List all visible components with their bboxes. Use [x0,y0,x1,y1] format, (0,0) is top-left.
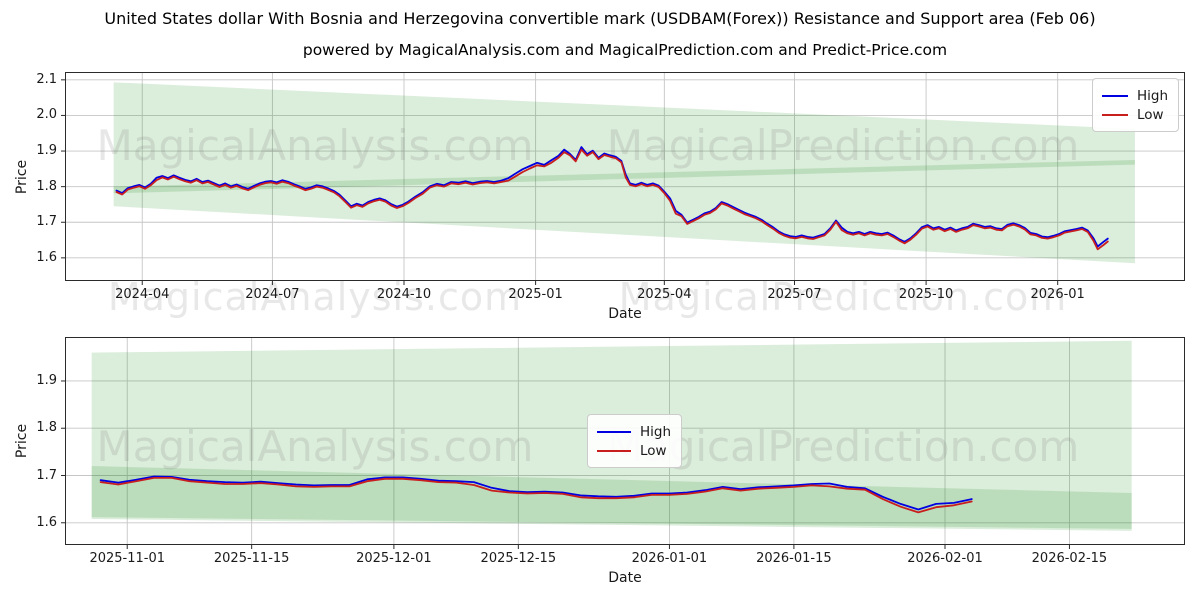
y-tick-label: 1.9 [36,372,57,388]
legend-label-low: Low [640,442,667,459]
watermark-magicalprediction: MagicalPrediction.com [607,121,1080,170]
y-tick-label: 1.6 [36,249,57,265]
x-tick-label: 2026-02-01 [907,551,983,566]
y-tick-label: 1.7 [36,467,57,483]
legend-label-high: High [1137,87,1169,104]
watermark-magicalanalysis: MagicalAnalysis.com [107,275,523,319]
chart-title: United States dollar With Bosnia and Her… [104,9,1096,28]
x-tick-label: 2026-01-15 [756,551,832,566]
x-tick-label: 2025-04 [637,287,692,302]
x-tick-label: 2024-10 [376,287,432,302]
x-axis-label: Date [608,306,642,322]
y-axis-label: Price [14,159,30,194]
y-tick-label: 1.9 [36,143,57,159]
low-line-sample [597,449,631,452]
axes-spines [65,337,1185,545]
y-tick-label: 1.7 [36,214,57,230]
legend-entry-high: High [1102,86,1168,105]
x-tick-label: 2025-12-15 [480,551,557,566]
y-axis-label: Price [14,423,30,459]
high-line-sample [1102,94,1128,97]
support-area-band [113,159,1135,264]
legend-entry-low: Low [597,441,671,460]
x-tick-label: 2026-02-15 [1031,551,1108,566]
low-line-path [99,476,973,514]
chart-subtitle: powered by MagicalAnalysis.com and Magic… [302,41,948,59]
y-tick-label: 1.8 [36,178,57,194]
x-tick-label: 2025-01 [508,287,563,302]
high-line-path [99,475,973,511]
resistance-area-band [113,82,1135,194]
y-tick-label: 1.8 [36,420,57,436]
x-tick-label: 2025-11-01 [89,551,165,566]
watermark-magicalanalysis: MagicalAnalysis.com [97,121,534,170]
low-line-path [115,148,1109,251]
legend-bottom-chart: High Low [587,414,683,468]
legend-entry-high: High [597,422,671,441]
high-line-path [115,146,1109,248]
x-tick-label: 2024-07 [245,287,300,302]
x-tick-label: 2026-01-01 [631,551,708,566]
x-tick-label: 2026-01 [1030,287,1085,302]
x-tick-label: 2025-07 [767,287,822,302]
x-tick-label: 2025-11-15 [213,551,290,566]
x-tick-label: 2024-04 [115,287,170,302]
legend-entry-low: Low [1102,105,1168,124]
watermark-magicalprediction: MagicalPrediction.com [607,422,1080,471]
x-axis-label: Date [608,570,642,586]
top-price-chart: MagicalAnalysis.com MagicalPrediction.com [61,72,1185,285]
x-tick-label: 2025-10 [898,287,954,302]
low-line-sample [1102,113,1128,116]
y-tick-label: 2.1 [36,71,57,87]
watermark-magicalprediction: MagicalPrediction.com [618,275,1068,319]
x-tick-label: 2025-12-01 [356,551,432,566]
axes-spines [65,72,1185,281]
legend-label-high: High [640,423,672,440]
high-line-sample [597,430,631,433]
y-tick-label: 2.0 [36,107,57,123]
y-tick-label: 1.6 [36,514,57,530]
legend-label-low: Low [1137,106,1164,123]
legend-top-chart: High Low [1092,78,1180,132]
watermark-magicalanalysis: MagicalAnalysis.com [97,422,534,471]
